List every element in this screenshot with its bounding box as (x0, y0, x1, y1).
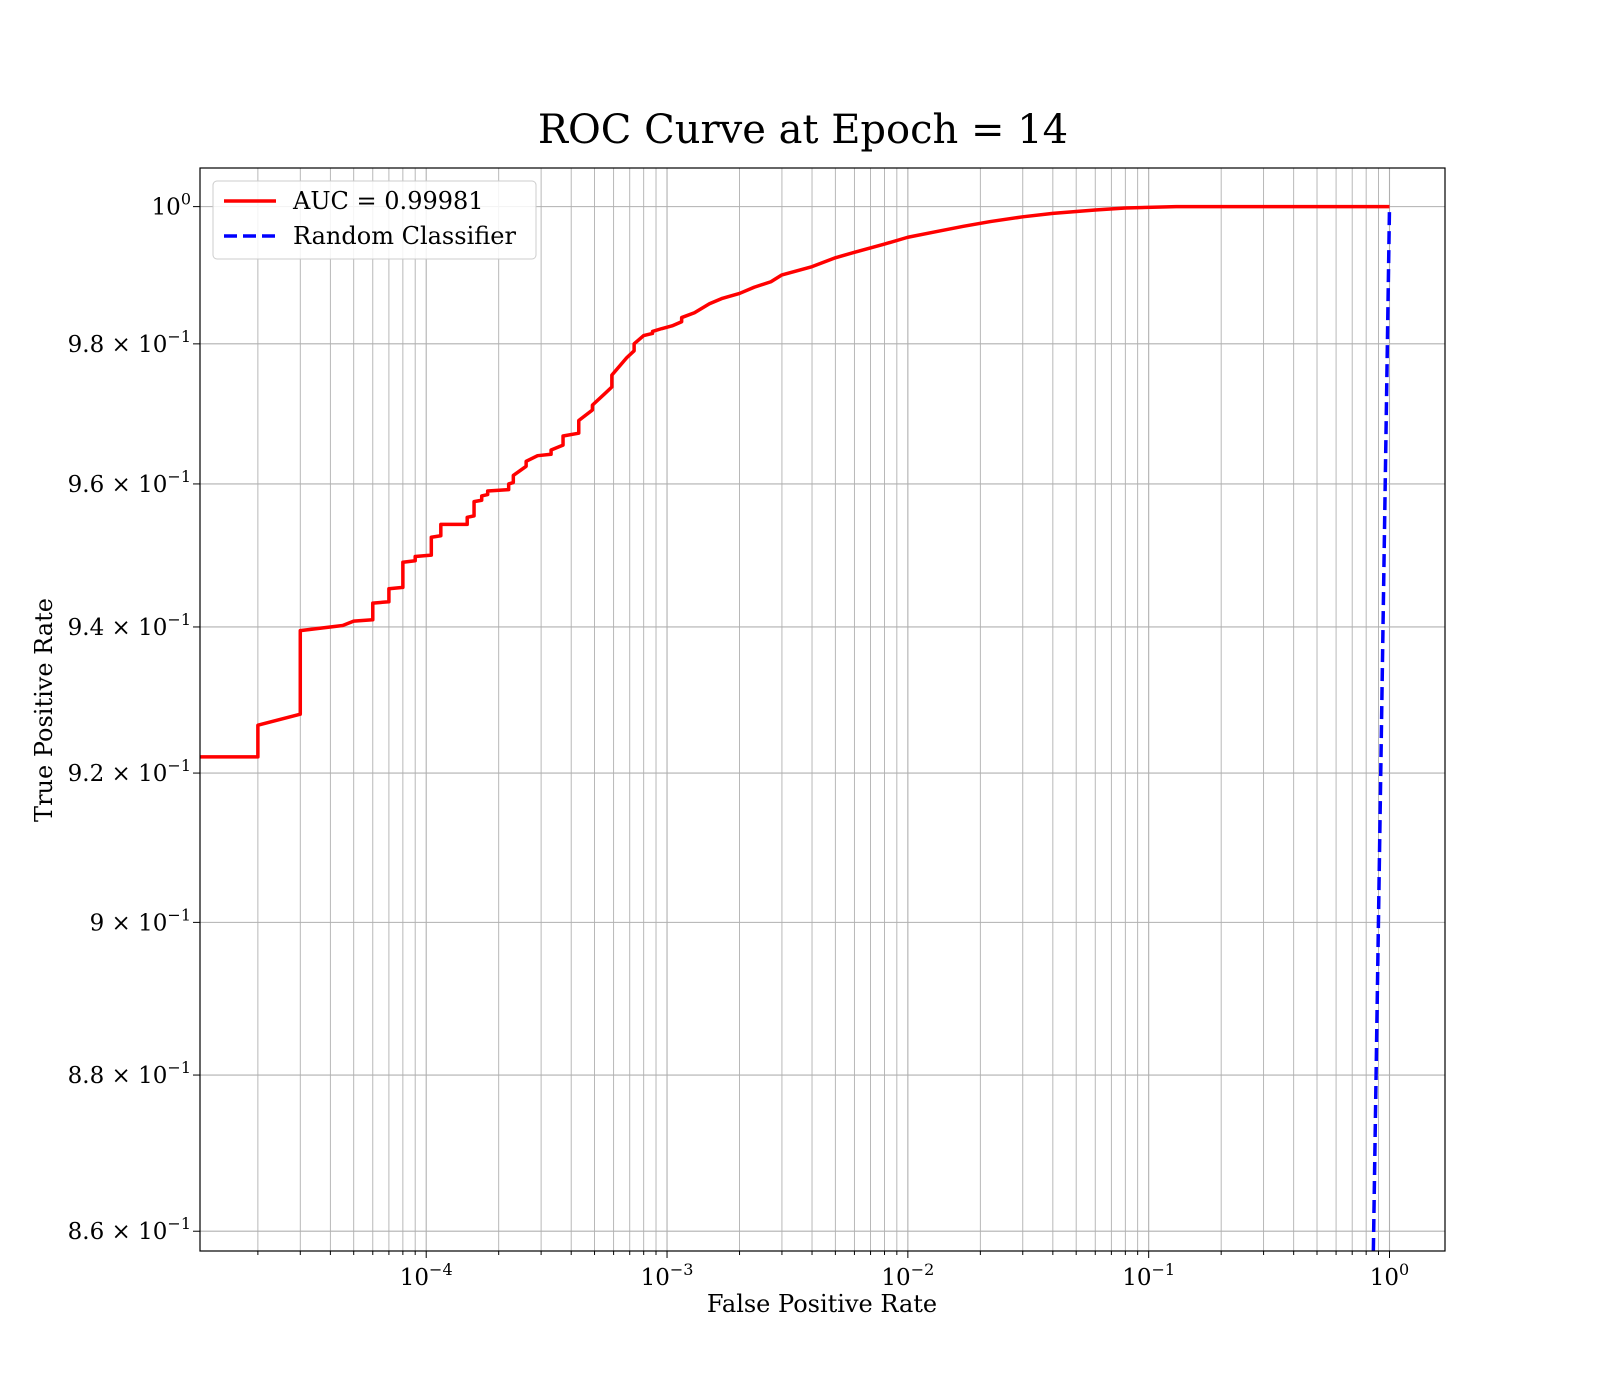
chart-title: ROC Curve at Epoch = 14 (538, 107, 1068, 153)
y-tick-label: 9 × 10−1 (90, 905, 191, 936)
y-tick-label: 9.6 × 10−1 (68, 467, 191, 498)
legend: AUC = 0.99981 Random Classifier (212, 180, 537, 260)
y-tick-label: 9.8 × 10−1 (68, 327, 191, 358)
x-tick-label: 10−2 (881, 1260, 934, 1291)
y-tick-label: 9.2 × 10−1 (68, 756, 191, 787)
x-axis-ticks: 10−4 10−3 10−2 10−1 100 (257, 1251, 1409, 1291)
plot-frame (199, 167, 1446, 1252)
legend-label-random: Random Classifier (293, 222, 516, 250)
random-classifier-line (1371, 206, 1392, 1252)
y-tick-label: 8.6 × 10−1 (68, 1214, 191, 1245)
y-axis-ticks: 8.6 × 10−1 8.8 × 10−1 9 × 10−1 9.2 × 10−1 9.… (68, 190, 200, 1245)
y-axis-label: True Positive Rate (30, 598, 58, 822)
x-tick-label: 10−4 (400, 1260, 453, 1291)
x-tick-label: 100 (1370, 1260, 1409, 1291)
legend-box (212, 180, 537, 260)
y-tick-label: 9.4 × 10−1 (68, 610, 191, 641)
x-tick-label: 10−1 (1122, 1260, 1175, 1291)
grid (200, 168, 1445, 1251)
y-tick-label: 100 (152, 190, 191, 221)
legend-label-auc: AUC = 0.99981 (292, 187, 484, 215)
plot-series (200, 204, 1392, 1252)
x-tick-label: 10−3 (641, 1260, 694, 1291)
y-tick-label: 8.8 × 10−1 (68, 1058, 191, 1089)
x-axis-label: False Positive Rate (707, 1290, 937, 1318)
roc-curve-line (200, 204, 1390, 759)
